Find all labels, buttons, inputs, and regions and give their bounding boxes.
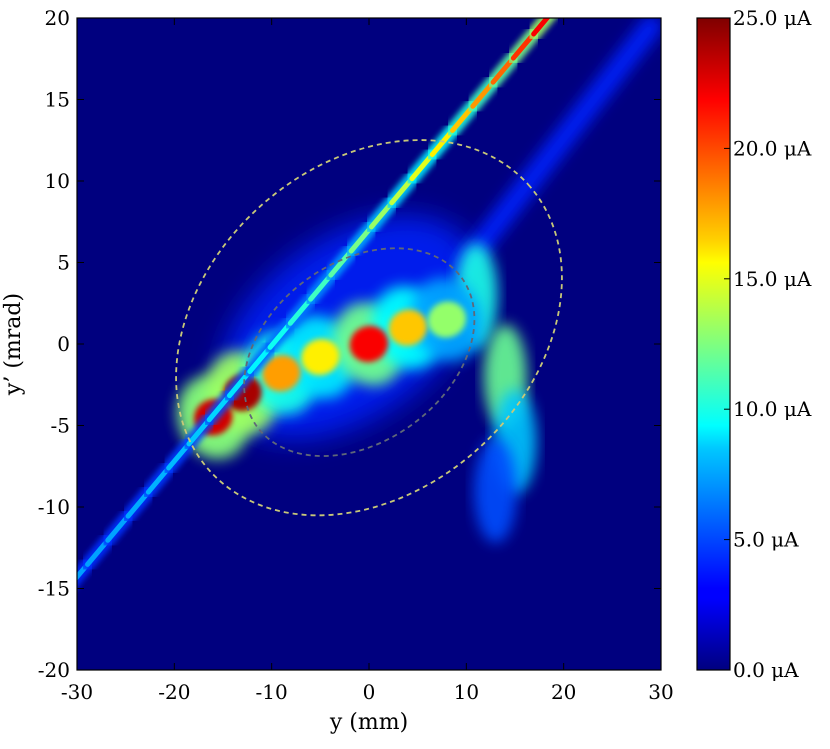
y-tick-label: 5 (57, 251, 70, 275)
steep-line-segment (531, 18, 551, 37)
y-tick-label: 10 (45, 169, 70, 193)
ridge-core (427, 301, 467, 338)
x-axis-ticks: -30 -20 -10 0 10 20 30 (61, 18, 674, 704)
tail-spot (474, 438, 517, 543)
x-tick-label: -30 (61, 680, 93, 704)
x-axis-label: y (mm) (329, 710, 408, 735)
x-tick-label: 0 (363, 680, 376, 704)
dashed-ellipse (175, 139, 563, 517)
heatmap-layer (77, 18, 661, 588)
colorbar-tick-label: 15.0 μA (733, 267, 812, 291)
ridge-core (262, 355, 301, 392)
colorbar-tick-label: 0.0 μA (733, 658, 799, 682)
y-tick-label: -15 (38, 577, 70, 601)
x-tick-label: 20 (551, 680, 576, 704)
dashed-ellipse (243, 247, 476, 457)
ridge-core (301, 338, 340, 376)
x-tick-label: -20 (158, 680, 190, 704)
colorbar-tick-label: 5.0 μA (733, 528, 799, 552)
colorbar-ticks: 0.0 μA 5.0 μA 10.0 μA 15.0 μA 20.0 μA 25.0 μA (724, 6, 812, 682)
faint-line (455, 18, 661, 274)
x-tick-label: 30 (648, 680, 673, 704)
y-tick-label: 20 (45, 6, 70, 30)
ridge-core (349, 325, 389, 363)
ridge-core (388, 309, 428, 346)
y-tick-label: 0 (57, 332, 70, 356)
colorbar-tick-label: 20.0 μA (733, 136, 812, 160)
colorbar-tick-label: 25.0 μA (733, 6, 812, 30)
x-tick-label: -10 (256, 680, 288, 704)
x-tick-label: 10 (454, 680, 479, 704)
y-tick-label: 15 (45, 88, 70, 112)
y-tick-label: -5 (51, 414, 70, 438)
y-axis-ticks: -20 -15 -10 -5 0 5 10 15 20 (38, 6, 661, 682)
colorbar (696, 17, 731, 671)
colorbar-tick-label: 10.0 μA (733, 397, 812, 421)
y-axis-label: y’ (mrad) (1, 293, 26, 396)
y-tick-label: -10 (38, 495, 70, 519)
ellipse-layer (175, 139, 563, 517)
y-tick-label: -20 (38, 658, 70, 682)
